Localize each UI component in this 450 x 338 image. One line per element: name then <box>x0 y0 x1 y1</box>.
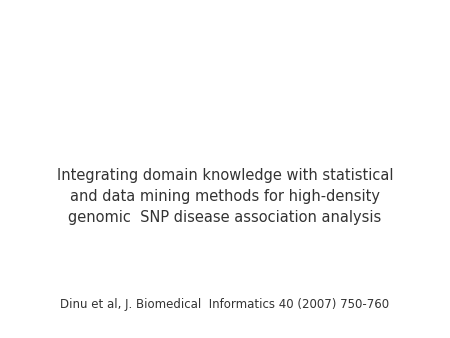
Text: Dinu et al, J. Biomedical  Informatics 40 (2007) 750-760: Dinu et al, J. Biomedical Informatics 40… <box>60 298 390 311</box>
Text: Integrating domain knowledge with statistical
and data mining methods for high-d: Integrating domain knowledge with statis… <box>57 168 393 224</box>
